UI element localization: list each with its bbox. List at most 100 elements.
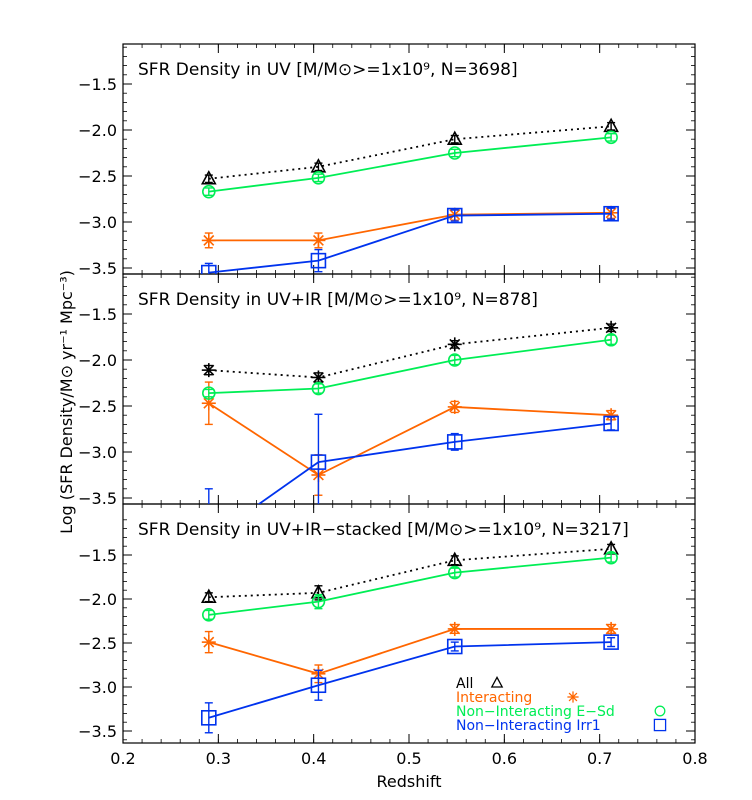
- data-point-nonint_irr1: [603, 205, 619, 222]
- data-point-all: [447, 337, 462, 352]
- y-tick-label: −2.5: [78, 634, 117, 653]
- data-point-interacting: [447, 621, 462, 636]
- data-point-nonint_irr1-shape: [446, 638, 463, 655]
- data-point-nonint_esd-shape: [202, 608, 216, 622]
- x-tick-label: 0.2: [110, 749, 135, 768]
- y-tick-label: −3.5: [78, 722, 117, 741]
- y-tick-label: −2.5: [78, 167, 117, 186]
- data-point-nonint_esd: [311, 171, 326, 185]
- series-line-nonint_irr1: [257, 422, 612, 504]
- series-line-nonint_irr1: [208, 212, 612, 274]
- data-point-interacting: [311, 233, 326, 248]
- data-point-all-shape: [200, 170, 217, 185]
- panel-1-title: SFR Density in UV [M/M⊙>=1x10⁹, N=3698]: [138, 60, 518, 80]
- x-tick-label: 0.5: [396, 749, 421, 768]
- data-point-nonint_irr1: [201, 709, 217, 726]
- panel-1-data: [200, 117, 619, 274]
- data-point-nonint_irr1: [310, 454, 327, 470]
- data-point-all-shape: [200, 588, 217, 604]
- data-point-interacting: [604, 621, 619, 636]
- data-point-nonint_esd-shape: [202, 386, 216, 400]
- legend-label: Non−Interacting E−Sd: [456, 704, 615, 720]
- data-point-nonint_irr1-shape: [310, 252, 327, 269]
- data-point-nonint_esd: [447, 146, 462, 160]
- panel-1: −1.5 −2.0 −2.5 −3.0 −3.5 SFR Density in UV [M…: [78, 43, 696, 278]
- data-point-all-shape: [446, 130, 463, 145]
- data-point-nonint_esd-shape: [447, 353, 462, 367]
- legend-label: Interacting: [456, 690, 532, 706]
- data-point-nonint_esd: [447, 353, 462, 367]
- data-point-nonint_esd: [311, 594, 326, 609]
- panel-3-data: [200, 540, 619, 734]
- data-point-all: [311, 370, 326, 385]
- legend-marker-shape: [654, 705, 666, 717]
- legend-label: Non−Interacting Irr1: [456, 718, 601, 734]
- y-axis-label: Log (SFR Density/M⊙ yr⁻¹ Mpc⁻³): [57, 270, 76, 534]
- data-point-nonint_irr1: [446, 207, 463, 224]
- data-point-nonint_esd-shape: [311, 594, 326, 609]
- y-tick-label: −3.0: [78, 213, 117, 232]
- panel-2: −1.5 −2.0 −2.5 −3.0 −3.5 SFR Density in UV+IR…: [78, 273, 696, 508]
- data-point-nonint_irr1-shape: [201, 264, 217, 274]
- series-line-nonint_esd: [208, 556, 612, 616]
- series-line-interacting: [208, 211, 612, 242]
- data-point-all: [200, 588, 217, 604]
- data-point-interacting: [447, 399, 462, 414]
- legend-marker: [490, 676, 504, 688]
- data-point-nonint_irr1-shape: [201, 709, 217, 726]
- y-tick-label: −1.5: [78, 305, 117, 324]
- panel-3: −1.5 −2.0 −2.5 −3.0 −3.5 SFR Density in UV+IR…: [78, 503, 696, 744]
- data-point-nonint_esd-shape: [447, 146, 462, 160]
- data-point-nonint_irr1-shape: [603, 634, 619, 650]
- data-point-all: [200, 170, 217, 185]
- data-point-all: [604, 320, 619, 335]
- data-point-nonint_irr1-shape: [310, 677, 327, 694]
- data-point-nonint_esd-shape: [447, 565, 462, 580]
- data-point-interacting: [201, 233, 216, 248]
- y-tick-label: −3.5: [78, 489, 117, 508]
- data-point-interacting: [201, 635, 216, 650]
- data-point-nonint_irr1-shape: [446, 207, 463, 224]
- data-point-nonint_esd-shape: [311, 171, 326, 185]
- y-tick-label: −1.5: [78, 75, 117, 94]
- y-tick-label: −2.0: [78, 590, 117, 609]
- panel-2-data: [201, 320, 619, 504]
- series-line-interacting: [208, 402, 612, 477]
- data-point-all-shape: [446, 551, 463, 567]
- data-point-nonint_esd: [202, 608, 216, 622]
- y-tick-label: −3.5: [78, 259, 117, 278]
- data-point-nonint_irr1: [603, 634, 619, 650]
- data-point-nonint_irr1-shape: [310, 454, 327, 470]
- legend-label: All: [456, 676, 473, 692]
- data-point-nonint_esd: [202, 386, 216, 400]
- data-point-nonint_irr1: [201, 264, 217, 274]
- legend-marker-shape: [490, 676, 504, 688]
- legend-marker: [654, 705, 666, 717]
- x-axis-label: Redshift: [377, 772, 442, 791]
- legend-marker: [653, 718, 667, 732]
- panel-2-title: SFR Density in UV+IR [M/M⊙>=1x10⁹, N=878…: [138, 290, 538, 310]
- data-point-nonint_esd: [311, 381, 326, 396]
- data-point-nonint_esd: [202, 184, 216, 199]
- x-tick-label: 0.8: [682, 749, 707, 768]
- y-tick-label: −3.0: [78, 443, 117, 462]
- data-point-all: [201, 363, 216, 378]
- legend-marker: [567, 691, 579, 703]
- x-tick-label: 0.7: [587, 749, 612, 768]
- legend-marker-shape: [653, 718, 667, 732]
- data-point-nonint_irr1: [446, 434, 463, 450]
- data-point-nonint_irr1: [603, 415, 619, 432]
- series-line-all: [208, 326, 612, 379]
- x-tick-label: 0.3: [206, 749, 231, 768]
- y-tick-label: −2.0: [78, 351, 117, 370]
- data-point-nonint_esd: [604, 332, 618, 347]
- series-line-nonint_esd: [208, 338, 612, 395]
- x-tick-label: 0.4: [301, 749, 326, 768]
- data-point-nonint_irr1-shape: [603, 415, 619, 432]
- panel-3-title: SFR Density in UV+IR−stacked [M/M⊙>=1x10…: [138, 520, 629, 540]
- data-point-all: [446, 551, 463, 567]
- series-line-interacting: [208, 628, 612, 675]
- axes-layer: −1.5 −2.0 −2.5 −3.0 −3.5 SFR Density in UV [M…: [78, 43, 708, 768]
